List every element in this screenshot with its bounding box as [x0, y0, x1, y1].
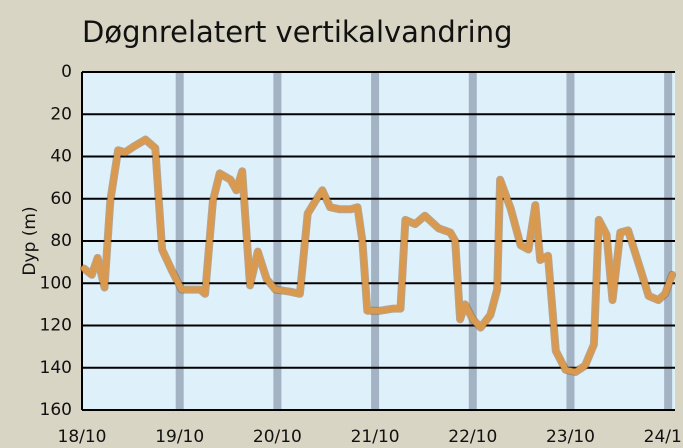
- x-tick-label: 21/10: [351, 427, 400, 447]
- x-tick-label: 23/10: [546, 427, 595, 447]
- x-tick-label: 22/10: [448, 427, 497, 447]
- x-tick-label: 24/10: [644, 427, 683, 447]
- chart-title: Døgnrelatert vertikalvandring: [82, 15, 513, 49]
- y-tick-label: 0: [61, 62, 72, 82]
- x-tick-label: 19/10: [155, 427, 204, 447]
- y-tick-label: 80: [50, 231, 72, 251]
- y-tick-label: 160: [40, 400, 72, 420]
- y-tick-label: 60: [50, 189, 72, 209]
- y-axis-label: Dyp (m): [20, 206, 40, 275]
- depth-line: [81, 136, 676, 375]
- x-tick-label: 20/10: [253, 427, 302, 447]
- y-tick-label: 40: [50, 147, 72, 167]
- y-tick-label: 20: [50, 104, 72, 124]
- x-tick-label: 18/10: [58, 427, 107, 447]
- y-tick-label: 100: [40, 273, 72, 293]
- y-tick-label: 140: [40, 358, 72, 378]
- y-tick-label: 120: [40, 316, 72, 336]
